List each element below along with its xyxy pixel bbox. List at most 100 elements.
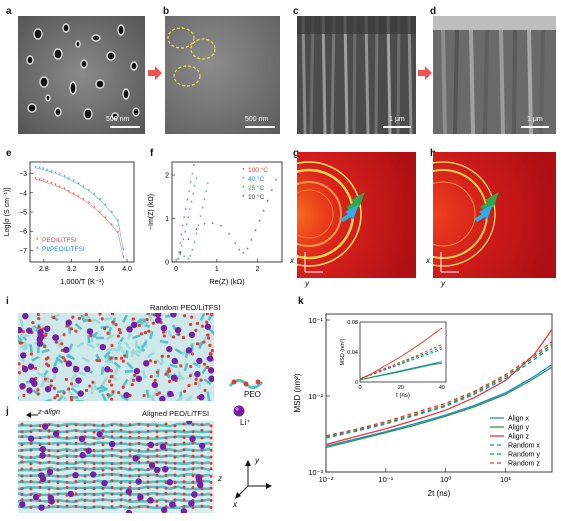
oxygen-atom (87, 318, 92, 323)
data-point: * (88, 202, 91, 208)
x-tick-label: 3.6 (94, 266, 104, 273)
oxygen-atom (29, 430, 33, 434)
oxygen-atom (137, 505, 141, 509)
oxygen-atom (101, 473, 105, 477)
peo-segment (98, 387, 107, 394)
oxygen-atom (119, 480, 123, 484)
x-tick-label: 4.0 (122, 266, 132, 273)
data-point: * (99, 211, 102, 217)
data-point: * (238, 249, 241, 255)
li-ion (170, 374, 178, 381)
peo-segment (141, 370, 147, 379)
oxygen-atom (119, 428, 123, 432)
peo-segment (70, 373, 77, 382)
oxygen-atom (209, 498, 213, 502)
oxygen-atom (98, 359, 102, 363)
li-ion (38, 504, 45, 511)
oxygen-atom (29, 474, 33, 478)
oxygen-atom (117, 391, 121, 395)
peo-chain-icon (228, 379, 264, 389)
oxygen-atom (137, 474, 141, 478)
oxygen-atom (44, 332, 48, 336)
oxygen-atom (47, 480, 51, 484)
oxygen-atom (206, 365, 210, 369)
legend-label: 40 °C (248, 175, 265, 183)
data-point: * (262, 210, 265, 216)
y-tick-label: 1 (165, 216, 169, 223)
oxygen-atom (56, 499, 60, 503)
legend-li-label: Li⁺ (240, 418, 251, 427)
peo-chain (18, 428, 211, 434)
oxygen-atom (167, 379, 172, 384)
oxygen-atom (20, 341, 24, 345)
sem-image-c: 1 μm (297, 16, 416, 134)
oxygen-atom (20, 474, 24, 478)
data-point: * (205, 190, 208, 196)
oxygen-atom (200, 428, 204, 432)
peo-segment (93, 381, 97, 391)
oxygen-atom (173, 498, 177, 502)
peo-segment (145, 389, 150, 398)
data-point: * (63, 175, 66, 181)
data-point: * (267, 200, 270, 206)
oxygen-atom (123, 354, 127, 358)
data-point: * (201, 207, 204, 213)
oxygen-atom (131, 317, 136, 321)
li-ion (21, 366, 29, 373)
oxygen-atom (37, 325, 41, 329)
legend-label: Random x (508, 443, 540, 450)
li-ion (160, 506, 168, 513)
li-ion (47, 494, 55, 502)
li-ion (44, 325, 51, 332)
oxygen-atom (83, 486, 87, 490)
oxygen-atom (29, 442, 33, 446)
peo-segment (19, 318, 24, 327)
oxygen-atom (92, 430, 96, 434)
li-ion (101, 479, 108, 487)
oxygen-atom (155, 370, 159, 374)
li-ion (67, 490, 75, 498)
oxygen-atom (74, 329, 78, 333)
peo-segment (116, 341, 122, 350)
oxygen-atom (128, 498, 132, 502)
li-ion (32, 493, 40, 501)
oxygen-atom (209, 442, 213, 446)
data-point: * (73, 180, 76, 186)
oxygen-atom (92, 480, 96, 484)
oxygen-atom (137, 486, 141, 490)
data-point: * (122, 248, 125, 254)
oxygen-atom (92, 442, 96, 446)
oxygen-atom (29, 498, 33, 502)
oxygen-atom (65, 460, 69, 464)
peo-segment (100, 366, 105, 375)
oxygen-atom (49, 379, 54, 383)
oxygen-atom (106, 393, 110, 397)
peo-segment (31, 355, 40, 362)
oxygen-atom (177, 332, 181, 337)
panel-label-f: f (150, 148, 154, 159)
oxygen-atom (119, 435, 123, 439)
oxygen-atom (74, 492, 78, 496)
data-point: * (193, 242, 196, 248)
oxygen-atom (190, 315, 194, 319)
oxygen-atom (155, 435, 159, 439)
li-ion (166, 345, 173, 353)
oxygen-atom (36, 392, 40, 396)
data-point: * (99, 198, 102, 204)
li-ion (79, 452, 86, 459)
oxygen-atom (114, 356, 118, 360)
oxygen-atom (128, 454, 132, 458)
peo-segment (151, 388, 159, 397)
li-ion (99, 343, 106, 351)
waxs-pattern-g (297, 152, 416, 278)
series-line (325, 366, 553, 449)
oxygen-atom (189, 322, 193, 326)
li-ion (135, 478, 142, 485)
oxygen-atom (38, 499, 42, 503)
oxygen-atom (182, 429, 186, 433)
li-ion (72, 472, 79, 479)
x-tick-label: 10⁻¹ (378, 475, 393, 484)
oxygen-atom (29, 448, 33, 452)
oxygen-atom (209, 461, 213, 465)
arrow-right-icon (418, 66, 432, 80)
